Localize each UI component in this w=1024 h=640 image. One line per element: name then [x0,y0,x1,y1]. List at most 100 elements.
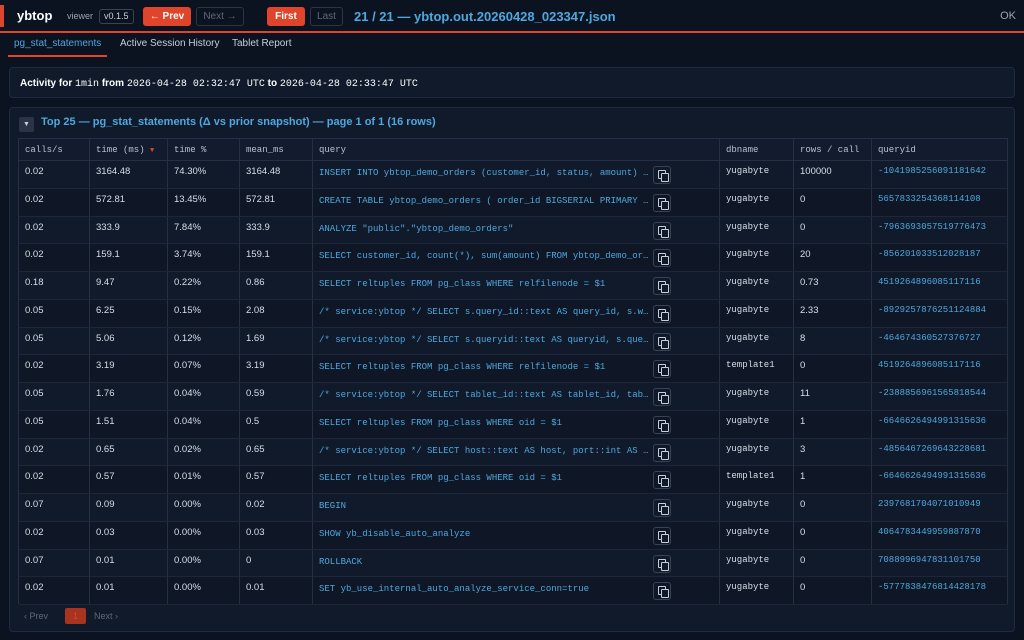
copy-icon[interactable] [653,360,671,379]
query-text[interactable]: INSERT INTO ybtop_demo_orders (customer_… [319,168,649,178]
copy-icon[interactable] [653,249,671,268]
query-text[interactable]: ANALYZE "public"."ybtop_demo_orders" [319,223,514,234]
copy-icon[interactable] [653,332,671,351]
cell-calls-per-sec: 0.02 [25,249,44,261]
cell-queryid[interactable]: -1041985256091181642 [871,161,1007,188]
copy-icon[interactable] [653,499,671,517]
cell-queryid[interactable]: 7088996947831101750 [871,549,1007,577]
cell-time-ms: 0.09 [89,494,167,521]
first-snapshot-button[interactable]: First [267,7,305,26]
column-header-query[interactable]: query [312,139,719,161]
column-header-time-pct[interactable]: time % [167,139,239,161]
table-row: 0.07 0.09 0.00% 0.02 BEGIN yugabyte 0 239768170… [19,494,1007,522]
cell-time-pct: 0.01% [167,466,239,494]
pager-next-button[interactable]: Next › [94,611,119,621]
cell-queryid[interactable]: -6646626494991315636 [871,410,1007,438]
cell-mean-ms: 0.03 [239,521,312,549]
copy-icon[interactable] [653,193,671,212]
cell-dbname: yugabyte [719,188,793,216]
query-text[interactable]: /* service:ybtop */ SELECT s.queryid::te… [319,334,649,345]
column-header-queryid[interactable]: queryid [871,139,1007,161]
pager-prev-button[interactable]: ‹ Prev [24,611,49,621]
cell-queryid[interactable]: -856201033512028187 [871,244,1007,272]
cell-queryid[interactable]: -2388856961565818544 [871,383,1007,410]
query-text[interactable]: /* service:ybtop */ SELECT host::text AS… [319,445,649,456]
tab-active-session-history[interactable]: Active Session History [120,38,220,49]
copy-icon[interactable] [653,388,671,406]
copy-icon[interactable] [653,582,671,601]
cell-time-pct: 3.74% [167,244,239,272]
cell-time-ms: 3.19 [89,355,167,383]
column-header-calls[interactable]: calls/s [25,145,63,155]
pager-current-page[interactable]: 1 [65,608,86,624]
cell-queryid[interactable]: -8929257876251124884 [871,299,1007,327]
query-text[interactable]: SELECT customer_id, count(*), sum(amount… [319,251,649,262]
column-header-time[interactable]: time (ms) ▼ [89,139,167,161]
copy-icon[interactable] [653,471,671,490]
query-text[interactable]: SELECT reltuples FROM pg_class WHERE rel… [319,279,606,289]
cell-calls-per-sec: 0.05 [25,332,44,344]
cell-query: ROLLBACK [312,549,719,577]
copy-icon[interactable] [653,166,671,184]
tab-tablet-report[interactable]: Tablet Report [232,38,292,49]
next-snapshot-button[interactable]: Next → [196,7,244,26]
prev-snapshot-button[interactable]: ← Prev [143,7,191,26]
cell-time-ms: 5.06 [89,327,167,355]
cell-time-pct: 0.22% [167,272,239,299]
cell-queryid[interactable]: 4519264896085117116 [871,355,1007,383]
cell-calls-per-sec: 0.05 [25,388,44,399]
cell-queryid[interactable]: -6646626494991315636 [871,466,1007,494]
column-header-dbname[interactable]: dbname [719,139,793,161]
query-text[interactable]: BEGIN [319,501,347,511]
collapse-toggle-icon[interactable]: ▼ [19,117,34,132]
query-text[interactable]: /* service:ybtop */ SELECT tablet_id::te… [319,390,649,400]
cell-time-pct: 0.07% [167,355,239,383]
cell-queryid[interactable]: 5657833254368114108 [871,188,1007,216]
table-header: calls/s time (ms) ▼ time % mean_ms query… [19,139,1007,161]
cell-time-ms: 9.47 [89,272,167,299]
cell-queryid[interactable]: -4856467269643228681 [871,438,1007,466]
column-header-mean[interactable]: mean_ms [239,139,312,161]
copy-icon[interactable] [653,304,671,323]
query-text[interactable]: SELECT reltuples FROM pg_class WHERE rel… [319,362,606,373]
cell-mean-ms: 0 [239,549,312,577]
last-snapshot-button[interactable]: Last [310,7,343,26]
cell-queryid[interactable]: -7963693057519776473 [871,216,1007,244]
query-text[interactable]: SELECT reltuples FROM pg_class WHERE oid… [319,417,563,428]
query-text[interactable]: SET yb_use_internal_auto_analyze_service… [319,584,590,595]
cell-queryid[interactable]: 4519264896085117116 [871,272,1007,299]
cell-dbname: yugabyte [719,438,793,466]
cell-time-pct: 13.45% [167,188,239,216]
query-text[interactable]: CREATE TABLE ybtop_demo_orders ( order_i… [319,195,649,206]
cell-time-ms: 1.76 [89,383,167,410]
copy-icon[interactable] [653,415,671,434]
cell-queryid[interactable]: 2397681704071010949 [871,494,1007,521]
cell-time-pct: 0.15% [167,299,239,327]
cell-dbname: yugabyte [719,549,793,577]
cell-query: INSERT INTO ybtop_demo_orders (customer_… [312,161,719,188]
cell-rows-per-call: 100000 [793,161,871,188]
cell-dbname: yugabyte [719,383,793,410]
cell-queryid[interactable]: -5777838476814428178 [871,577,1007,605]
table-row: 0.02 572.81 13.45% 572.81 CREATE TABLE ybtop… [19,188,1007,217]
cell-queryid[interactable]: -464674360527376727 [871,327,1007,355]
table-row: 0.02 0.57 0.01% 0.57 SELECT reltuples FROM p… [19,466,1007,494]
query-text[interactable]: SHOW yb_disable_auto_analyze [319,528,471,539]
cell-query: SELECT reltuples FROM pg_class WHERE oid… [312,410,719,438]
tab-pg-stat-statements[interactable]: pg_stat_statements [8,35,108,57]
query-text[interactable]: ROLLBACK [319,556,363,567]
copy-icon[interactable] [653,277,671,295]
copy-icon[interactable] [653,443,671,462]
cell-queryid[interactable]: 4064783449959887870 [871,521,1007,549]
query-text[interactable]: /* service:ybtop */ SELECT s.query_id::t… [319,306,649,317]
copy-icon[interactable] [653,221,671,240]
copy-icon[interactable] [653,526,671,545]
cell-dbname: template1 [719,466,793,494]
cell-time-ms: 0.01 [89,577,167,605]
cell-dbname: yugabyte [719,327,793,355]
query-text[interactable]: SELECT reltuples FROM pg_class WHERE oid… [319,473,563,484]
cell-time-pct: 0.00% [167,521,239,549]
column-header-rows-per-call[interactable]: rows / call [793,139,871,161]
tab-bar: pg_stat_statements Active Session Histor… [0,35,1024,57]
copy-icon[interactable] [653,554,671,573]
